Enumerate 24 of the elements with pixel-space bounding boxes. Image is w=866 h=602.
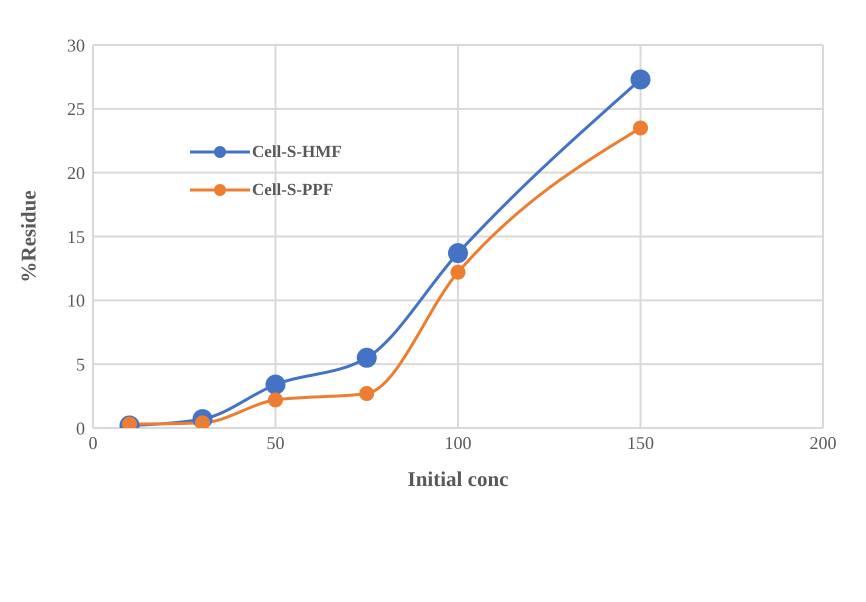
y-tick-label: 15 [67,226,85,247]
point [266,374,286,395]
x-axis-title: Initial conc [408,467,508,491]
point [268,392,283,408]
point [450,264,466,280]
y-tick-label: 10 [67,290,85,311]
y-axis-title: %Residue [16,190,40,283]
y-tick-label: 0 [76,418,85,438]
legend-label: Cell-S-HMF [252,142,342,162]
point [633,120,648,136]
point [630,69,650,90]
y-tick-label: 30 [67,35,85,56]
y-tick-label: 5 [76,354,85,375]
legend-label: Cell-S-PPF [252,180,334,200]
x-tick-label: 50 [266,432,284,453]
x-tick-label: 200 [810,432,836,453]
x-tick-label: 150 [627,432,654,453]
y-tick-label: 25 [67,99,85,120]
point [356,348,377,368]
point [359,386,374,402]
y-tick-label: 20 [67,163,85,184]
x-tick-label: 100 [444,432,472,453]
point [448,243,468,264]
x-tick-label: 0 [88,432,98,453]
